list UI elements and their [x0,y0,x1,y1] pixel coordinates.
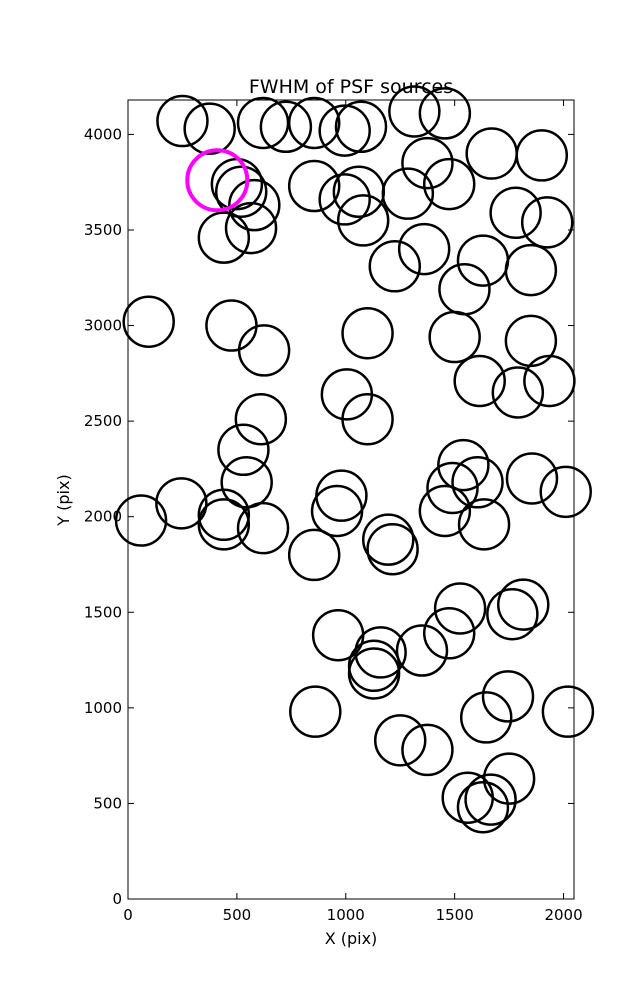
psf-source-circle [224,201,278,255]
psf-source-circle [332,165,386,219]
psf-source-circle [287,96,341,150]
chart-title: FWHM of PSF sources [249,76,453,98]
psf-source-circle [428,310,481,364]
psf-source-circle [318,173,371,226]
x-axis-label: X (pix) [325,929,378,948]
psf-source-circle [397,222,451,276]
psf-source-circle [491,366,545,419]
psf-source-circle [156,94,209,148]
psf-source-circle [418,87,472,140]
psf-source-circle [334,100,388,154]
psf-source-circle [228,178,281,232]
y-tick-label: 3000 [84,317,122,335]
psf-source-circles [114,85,595,834]
psf-source-circle [155,477,208,530]
highlighted-source-circle [185,148,250,213]
psf-source-circle [373,714,427,767]
psf-source-circle [395,624,449,677]
psf-source-circle [347,647,401,700]
psf-source-circle [481,670,535,723]
psf-source-circle [197,498,251,551]
psf-source-circle [366,522,419,576]
psf-source-circle [456,234,510,287]
psf-source-circle [489,186,542,240]
psf-source-circle [459,691,513,744]
psf-source-circle [183,102,236,155]
psf-source-circle [426,461,479,515]
psf-source-circle [354,626,407,679]
psf-source-circle [214,165,268,219]
psf-source-circle [457,498,511,551]
psf-source-circle [237,324,291,377]
y-tick-label: 4000 [84,125,122,143]
axis-ticks: 0 500 1000 1500 2000 0 500 1000 1500 2000 2500 3000… [84,100,583,924]
y-tick-label: 2500 [84,412,122,430]
y-tick-label: 2000 [84,508,122,526]
psf-source-circle [234,392,288,446]
psf-source-circle [438,262,491,316]
psf-source-circle [437,438,490,492]
psf-source-circle [456,780,510,834]
psf-source-circle [122,295,175,348]
psf-source-circle [520,196,574,249]
psf-source-circle [287,528,341,582]
x-tick-label: 1000 [327,906,365,924]
psf-source-circle [341,392,394,446]
psf-source-circle [433,582,487,635]
x-tick-label: 0 [123,906,133,924]
x-tick-label: 2000 [544,906,582,924]
y-tick-label: 1000 [84,699,122,717]
psf-source-circle [388,85,441,138]
psf-source-circle [504,314,558,368]
psf-source-circle [361,513,415,566]
plot-frame [127,99,575,900]
psf-source-circle [236,501,290,555]
psf-source-circle [401,136,454,190]
x-tick-label: 500 [223,906,252,924]
psf-source-circle [465,127,518,180]
psf-source-circle [114,494,168,547]
psf-source-circle [287,159,341,213]
y-tick-label: 500 [93,794,122,812]
psf-source-circle [515,129,569,182]
psf-source-circle [464,773,517,826]
psf-source-circle [523,354,576,408]
psf-source-circle [336,194,390,247]
psf-source-circle [341,306,394,360]
psf-source-circle [197,488,251,542]
psf-source-circle [289,685,342,738]
psf-source-circle [422,157,476,211]
psf-source-circle [418,484,472,538]
psf-source-circle [451,456,504,509]
psf-source-circle [401,723,454,777]
psf-source-circle [541,685,595,738]
psf-source-circle [505,452,559,505]
psf-source-circle [205,299,258,352]
y-tick-label: 3500 [84,221,122,239]
psf-source-circle [259,100,313,154]
psf-source-circle [197,211,251,264]
y-axis-label: Y (pix) [54,474,73,526]
y-tick-label: 0 [112,890,122,908]
psf-source-circle [368,240,422,293]
psf-source-circle [539,465,592,519]
psf-source-circle [318,104,371,157]
psf-source-circle [504,243,558,297]
psf-source-circle [315,469,368,522]
psf-source-circle [217,423,270,477]
psf-source-circle [486,587,539,641]
psf-source-circle [441,771,494,824]
psf-source-circle [310,484,364,538]
y-tick-label: 1500 [84,603,122,621]
psf-source-circle [236,96,290,150]
psf-source-circle [453,354,506,408]
psf-source-circle [497,578,550,631]
x-tick-label: 1500 [436,906,474,924]
psf-source-circle [422,607,476,660]
